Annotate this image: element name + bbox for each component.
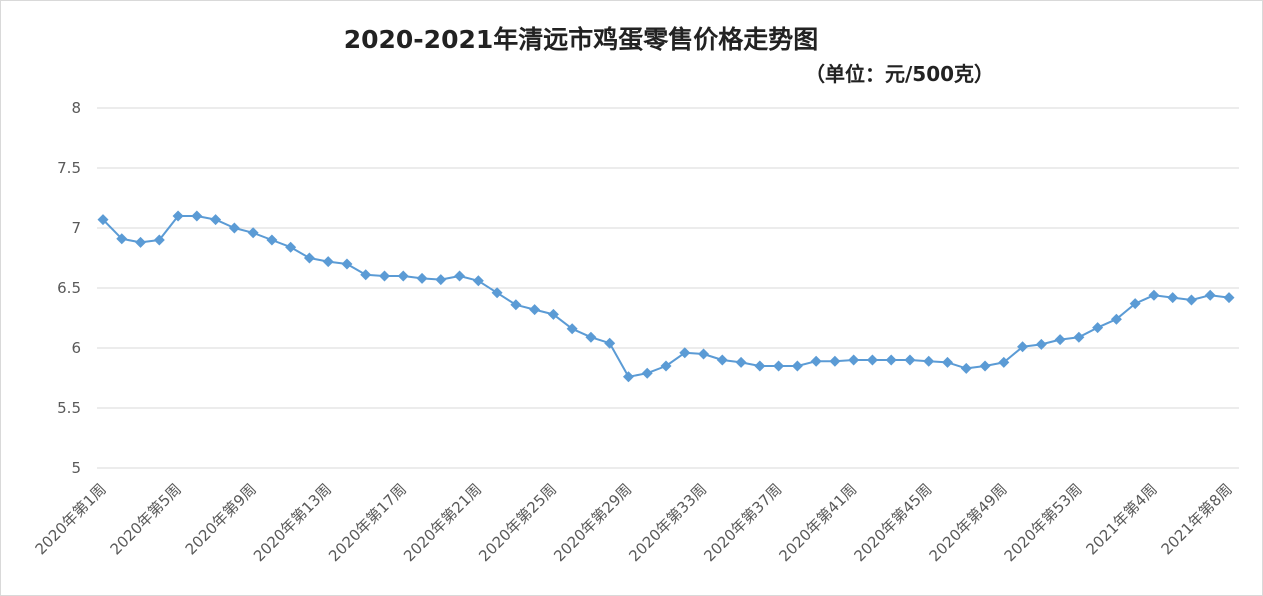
- data-point: [1223, 292, 1235, 304]
- data-point: [135, 236, 147, 248]
- data-point: [1148, 289, 1160, 301]
- data-point: [191, 210, 203, 222]
- x-tick-label: 2020年第13周: [250, 480, 335, 565]
- data-point: [379, 270, 390, 282]
- y-tick-label: 5: [71, 459, 81, 477]
- data-point: [773, 360, 785, 372]
- data-point: [998, 356, 1010, 368]
- x-tick-label: 2020年第25周: [475, 480, 560, 565]
- data-point: [1185, 294, 1197, 306]
- data-point: [641, 367, 653, 379]
- data-point: [866, 354, 878, 366]
- chart-subtitle: （单位：元/500克）: [805, 62, 995, 86]
- series-layer: [97, 210, 1235, 383]
- data-point: [716, 354, 728, 366]
- data-point: [153, 234, 165, 246]
- data-point: [472, 275, 484, 287]
- y-axis-ticks: 5 5.5 6 6.5 7 7.5 8: [57, 99, 81, 477]
- y-tick-label: 5.5: [57, 399, 81, 417]
- x-tick-label: 2020年第1周: [32, 480, 110, 558]
- x-tick-label: 2021年第4周: [1082, 480, 1160, 558]
- data-point: [491, 287, 503, 299]
- data-point: [622, 371, 634, 383]
- data-point: [942, 356, 953, 368]
- data-point: [210, 214, 222, 226]
- data-point: [1204, 289, 1216, 301]
- data-point: [1054, 334, 1066, 346]
- data-point: [791, 360, 803, 372]
- data-point: [1017, 341, 1029, 353]
- x-axis-ticks: 2020年第1周2020年第5周2020年第9周2020年第13周2020年第1…: [32, 480, 1236, 565]
- y-tick-label: 7: [71, 219, 81, 237]
- x-tick-label: 2020年第29周: [550, 480, 635, 565]
- data-point: [904, 354, 916, 366]
- data-point: [566, 323, 578, 335]
- data-point: [923, 355, 935, 367]
- data-point: [172, 210, 184, 222]
- data-point: [547, 308, 559, 320]
- data-point: [1129, 298, 1141, 310]
- data-point: [266, 234, 278, 246]
- data-point: [416, 272, 428, 284]
- data-point: [322, 256, 334, 268]
- grid-lines: [97, 107, 1239, 469]
- y-tick-label: 7.5: [57, 159, 81, 177]
- data-point: [735, 356, 747, 368]
- x-tick-label: 2020年第41周: [775, 480, 860, 565]
- data-point: [848, 354, 860, 366]
- x-tick-label: 2021年第8周: [1158, 480, 1236, 558]
- data-point: [1092, 322, 1104, 334]
- x-tick-label: 2020年第45周: [851, 480, 936, 565]
- x-tick-label: 2020年第9周: [182, 480, 260, 558]
- y-tick-label: 6: [71, 339, 81, 357]
- data-point: [679, 347, 691, 359]
- data-point: [285, 241, 297, 253]
- data-point: [810, 355, 822, 367]
- data-point: [885, 354, 897, 366]
- data-point: [454, 270, 466, 282]
- x-tick-label: 2020年第37周: [700, 480, 785, 565]
- data-point: [754, 360, 766, 372]
- data-point: [435, 274, 447, 286]
- x-tick-label: 2020年第5周: [107, 480, 185, 558]
- data-point: [698, 348, 710, 360]
- chart-title: 2020-2021年清远市鸡蛋零售价格走势图: [343, 25, 819, 54]
- x-tick-label: 2020年第17周: [325, 480, 410, 565]
- data-point: [341, 258, 353, 270]
- data-point: [604, 337, 616, 349]
- y-tick-label: 8: [71, 99, 81, 117]
- data-point: [97, 214, 109, 226]
- data-point: [979, 360, 991, 372]
- data-point: [510, 299, 522, 311]
- data-point: [360, 269, 372, 281]
- x-tick-label: 2020年第53周: [1001, 480, 1086, 565]
- data-point: [529, 304, 541, 316]
- data-point: [1167, 292, 1179, 304]
- data-point: [1110, 313, 1122, 325]
- x-tick-label: 2020年第33周: [625, 480, 710, 565]
- data-point: [116, 233, 128, 245]
- data-point: [660, 360, 672, 372]
- data-point: [585, 331, 597, 343]
- data-point: [829, 355, 841, 367]
- data-point: [1073, 331, 1085, 343]
- data-point: [228, 222, 240, 234]
- data-point: [960, 362, 972, 374]
- data-point: [1035, 338, 1047, 350]
- data-point: [247, 227, 259, 239]
- x-tick-label: 2020年第21周: [400, 480, 485, 565]
- x-tick-label: 2020年第49周: [926, 480, 1011, 565]
- data-point: [303, 252, 315, 264]
- data-point: [397, 270, 409, 282]
- y-tick-label: 6.5: [57, 279, 81, 297]
